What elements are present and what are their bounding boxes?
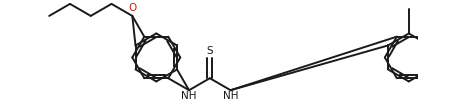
Text: NH: NH [181, 91, 197, 101]
Text: S: S [207, 46, 213, 56]
Text: NH: NH [223, 91, 238, 101]
Text: O: O [128, 3, 136, 13]
